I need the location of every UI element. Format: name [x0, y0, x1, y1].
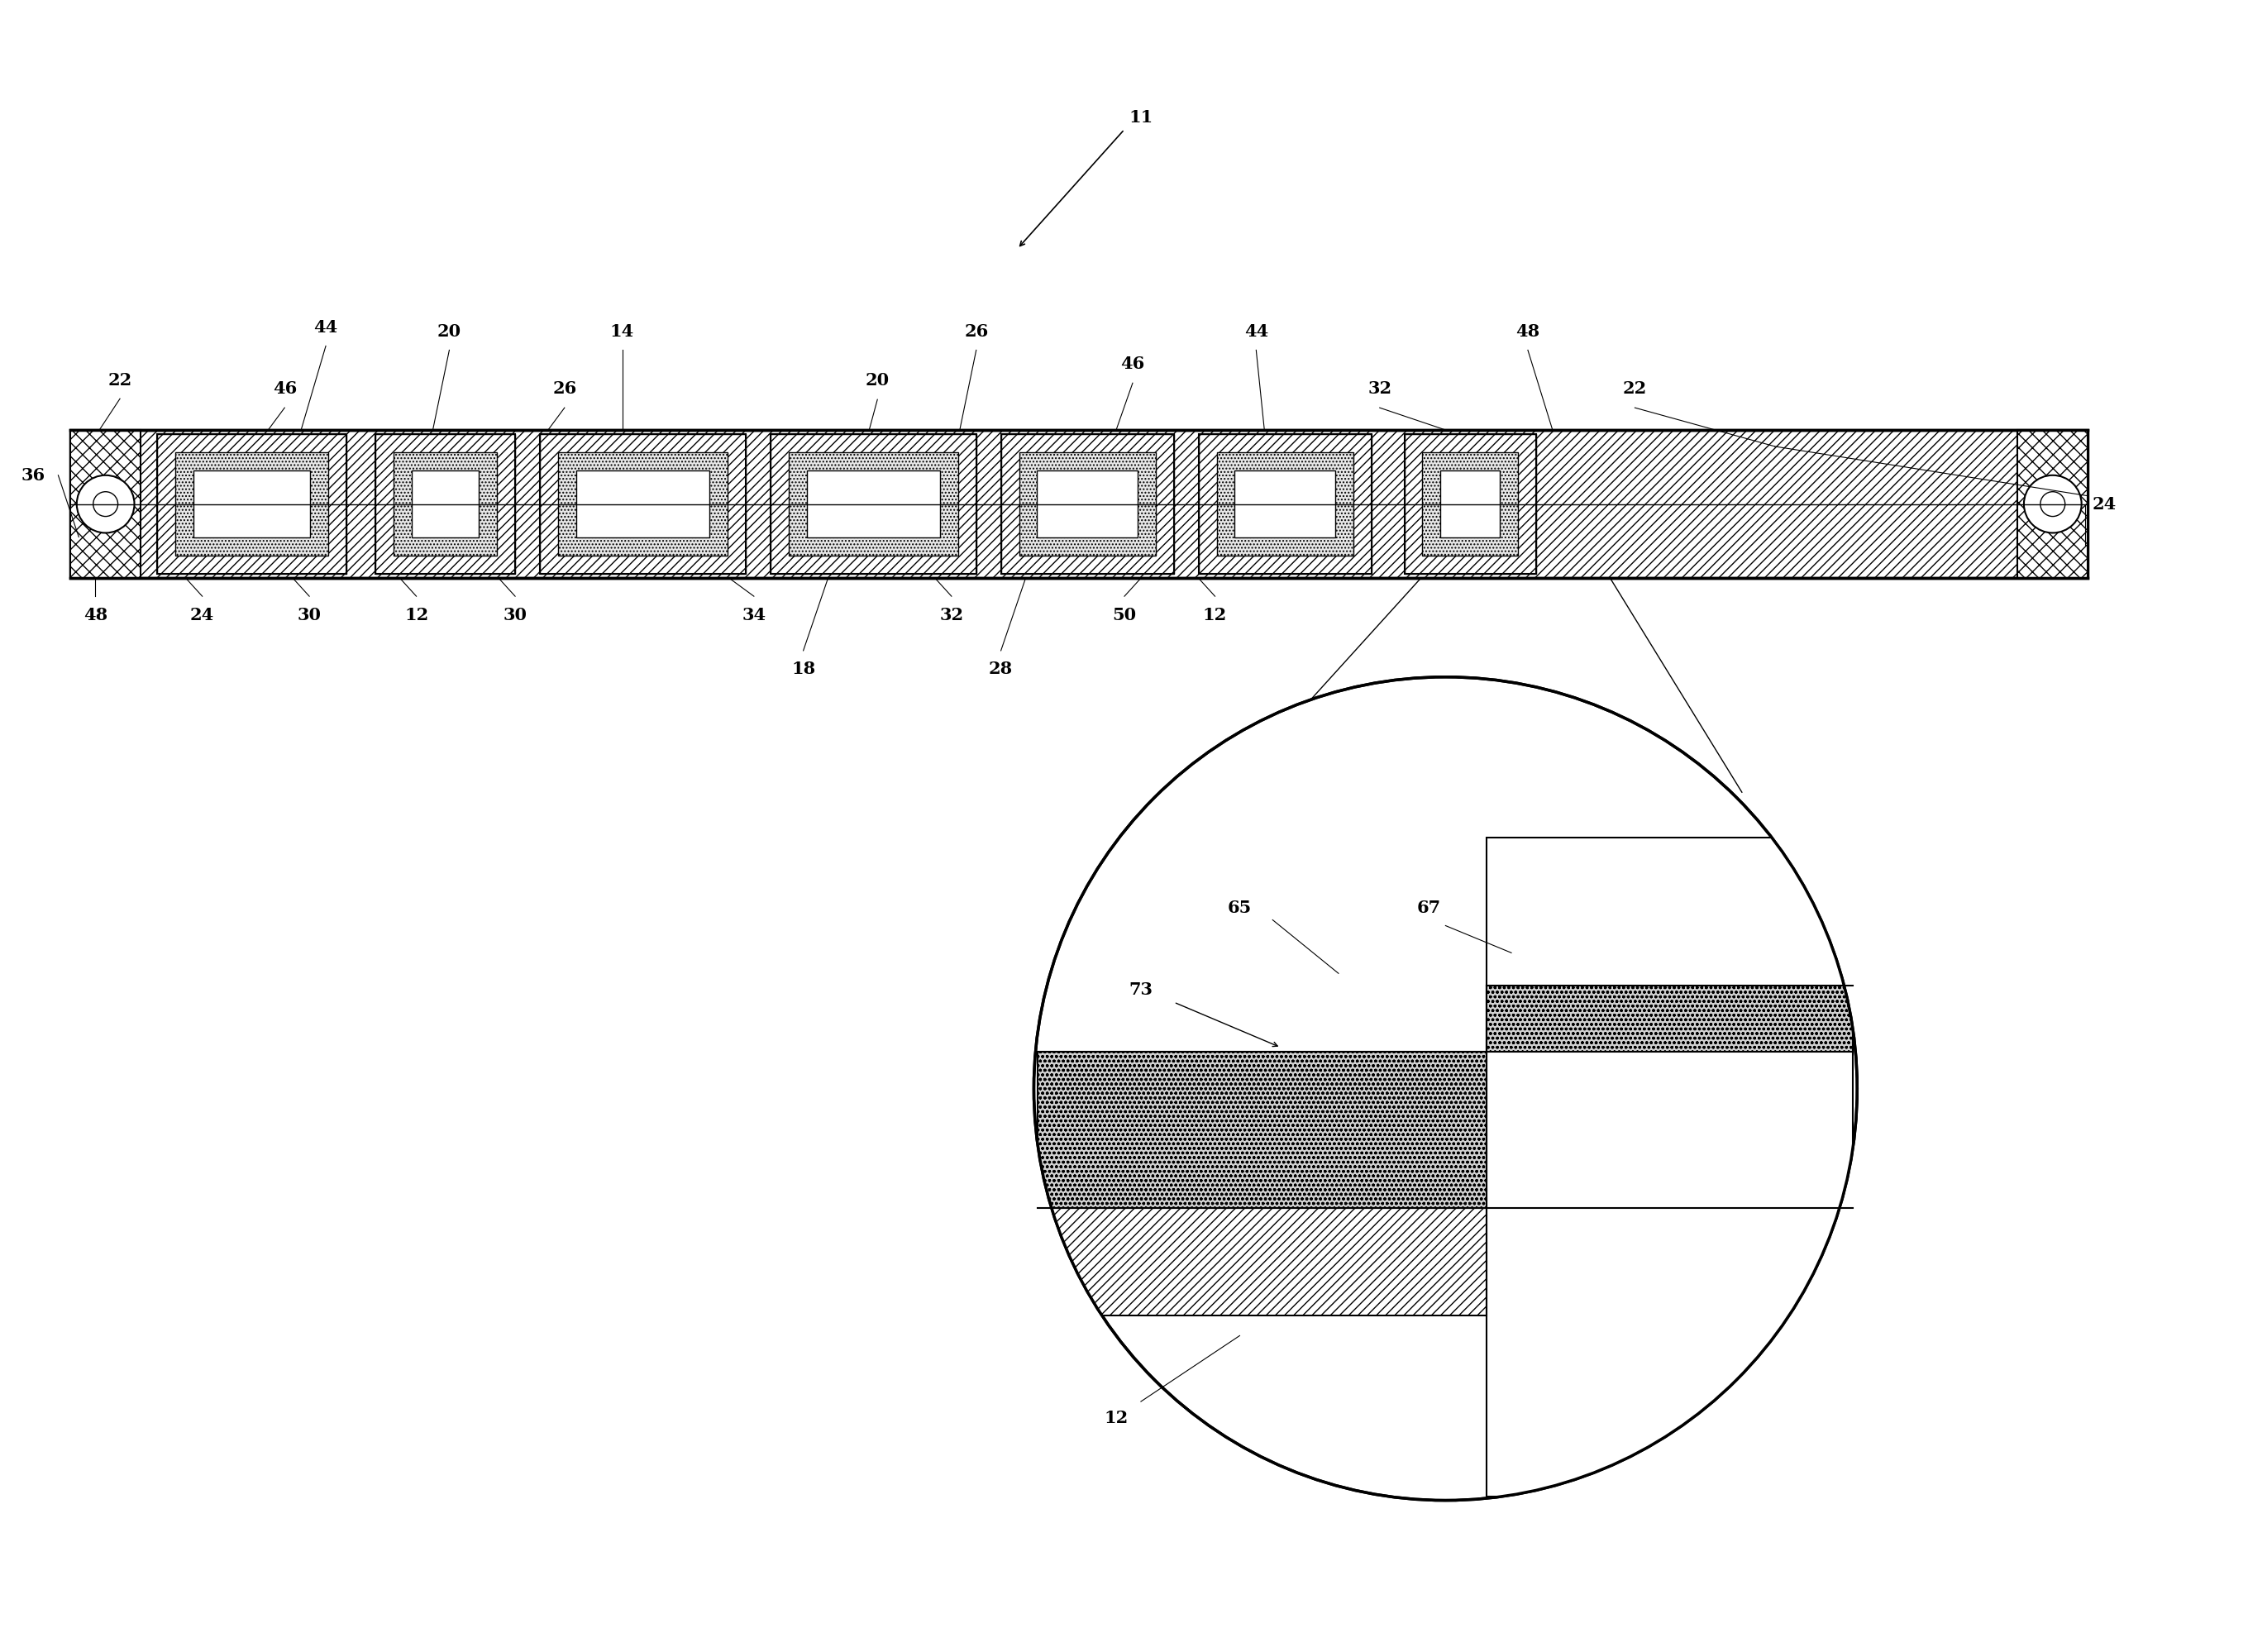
Text: 22: 22	[1623, 380, 1648, 396]
Text: 32: 32	[1367, 380, 1392, 396]
Text: 18: 18	[791, 661, 816, 677]
Text: 44: 44	[315, 319, 337, 335]
Bar	[70, 430, 2088, 578]
Bar	[1441, 471, 1499, 539]
Bar	[375, 434, 515, 573]
Circle shape	[92, 492, 117, 517]
Bar	[789, 453, 958, 557]
Text: 12: 12	[1104, 1409, 1128, 1426]
Bar	[193, 471, 310, 539]
Bar	[375, 434, 515, 573]
Bar	[1405, 434, 1535, 573]
Text: 46: 46	[272, 380, 297, 396]
Text: 48: 48	[1515, 322, 1540, 339]
Circle shape	[2023, 476, 2082, 534]
Bar	[1036, 471, 1137, 539]
Bar	[807, 471, 940, 539]
Text: 26: 26	[553, 380, 578, 396]
Bar	[575, 471, 710, 539]
Text: 65: 65	[1227, 899, 1252, 915]
Text: 44: 44	[1243, 322, 1268, 339]
Bar	[771, 434, 976, 573]
Text: 30: 30	[297, 606, 321, 623]
Bar	[393, 453, 497, 557]
Bar	[2019, 430, 2088, 578]
Circle shape	[76, 476, 135, 534]
Bar	[558, 453, 728, 557]
Bar	[1198, 434, 1371, 573]
Bar	[175, 453, 328, 557]
Text: 67: 67	[1416, 899, 1441, 915]
Bar	[1039, 1208, 1852, 1315]
Circle shape	[1034, 677, 1857, 1500]
Text: 36: 36	[22, 468, 45, 484]
Bar	[1405, 434, 1535, 573]
Bar	[540, 434, 746, 573]
Text: 28: 28	[989, 661, 1014, 677]
Bar	[70, 430, 142, 578]
Bar	[1198, 434, 1371, 573]
Text: 32: 32	[940, 606, 964, 623]
Text: 24: 24	[2093, 496, 2115, 512]
Text: 46: 46	[1120, 355, 1144, 372]
Bar	[1039, 1052, 1486, 1208]
Bar	[157, 434, 346, 573]
Bar	[1216, 453, 1353, 557]
Bar	[411, 471, 479, 539]
Text: 30: 30	[504, 606, 526, 623]
Bar	[771, 434, 976, 573]
Text: 73: 73	[1128, 981, 1153, 998]
Bar	[1018, 453, 1155, 557]
Text: 12: 12	[405, 606, 429, 623]
Bar	[1486, 986, 1852, 1052]
Text: 12: 12	[1203, 606, 1227, 623]
Text: 50: 50	[1113, 606, 1137, 623]
Text: 24: 24	[191, 606, 214, 623]
Text: 34: 34	[742, 606, 767, 623]
Bar	[540, 434, 746, 573]
Text: 22: 22	[108, 372, 133, 388]
Bar	[1234, 471, 1335, 539]
Bar	[1000, 434, 1173, 573]
Text: 26: 26	[964, 322, 989, 339]
Text: 48: 48	[83, 606, 108, 623]
Text: 20: 20	[438, 322, 461, 339]
Bar	[1000, 434, 1173, 573]
Circle shape	[2041, 492, 2066, 517]
Bar	[1486, 838, 1852, 1497]
Text: 14: 14	[609, 322, 634, 339]
Text: 20: 20	[865, 372, 890, 388]
Bar	[157, 434, 346, 573]
Bar	[1423, 453, 1517, 557]
Text: 11: 11	[1128, 109, 1153, 126]
